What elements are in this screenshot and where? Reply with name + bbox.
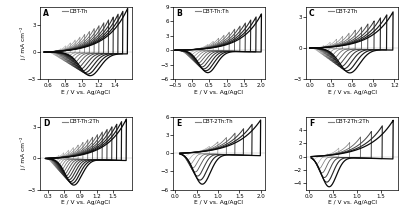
X-axis label: E / V vs. Ag/AgCl: E / V vs. Ag/AgCl bbox=[328, 90, 377, 95]
Legend: DBT-2Th: DBT-2Th bbox=[327, 9, 358, 15]
Y-axis label: j / mA cm⁻²: j / mA cm⁻² bbox=[20, 136, 26, 170]
Text: E: E bbox=[176, 119, 181, 128]
X-axis label: E / V vs. Ag/AgCl: E / V vs. Ag/AgCl bbox=[194, 200, 244, 205]
X-axis label: E / V vs. Ag/AgCl: E / V vs. Ag/AgCl bbox=[328, 200, 377, 205]
X-axis label: E / V vs. Ag/AgCl: E / V vs. Ag/AgCl bbox=[61, 200, 110, 205]
Text: F: F bbox=[309, 119, 314, 128]
Legend: DBT-Th:Th: DBT-Th:Th bbox=[194, 9, 230, 15]
Text: D: D bbox=[43, 119, 49, 128]
Text: A: A bbox=[43, 9, 49, 18]
X-axis label: E / V vs. Ag/AgCl: E / V vs. Ag/AgCl bbox=[194, 90, 244, 95]
Legend: DBT-2Th:Th: DBT-2Th:Th bbox=[194, 119, 234, 125]
X-axis label: E / V vs. Ag/AgCl: E / V vs. Ag/AgCl bbox=[61, 90, 110, 95]
Text: B: B bbox=[176, 9, 182, 18]
Y-axis label: j / mA cm⁻²: j / mA cm⁻² bbox=[20, 26, 26, 60]
Legend: DBT-Th: DBT-Th bbox=[61, 9, 88, 15]
Text: C: C bbox=[309, 9, 314, 18]
Legend: DBT-Th:2Th: DBT-Th:2Th bbox=[61, 119, 100, 125]
Legend: DBT-2Th:2Th: DBT-2Th:2Th bbox=[327, 119, 370, 125]
